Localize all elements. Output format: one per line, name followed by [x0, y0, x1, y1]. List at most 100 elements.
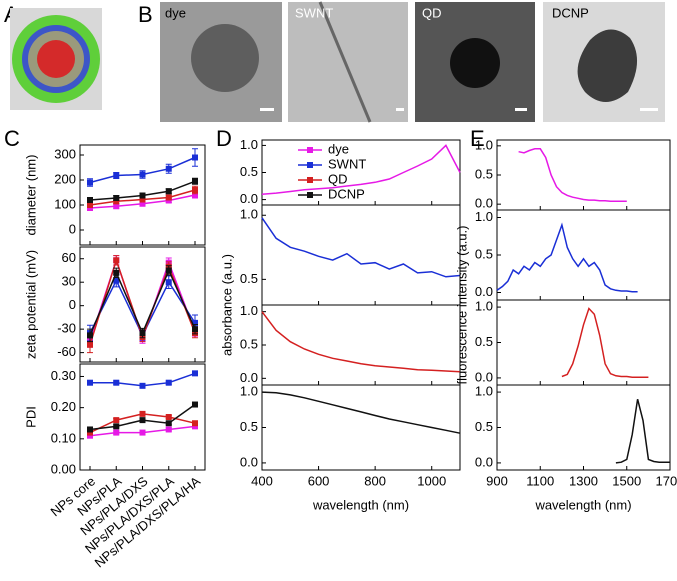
data-point [165, 420, 172, 427]
y-tick-label: 1.0 [240, 137, 258, 152]
sphere-render [10, 8, 102, 110]
data-point [139, 429, 146, 436]
x-tick-label: 1100 [526, 473, 554, 488]
data-point [139, 330, 146, 337]
data-point [87, 429, 93, 436]
y-tick-label: 0.0 [240, 454, 258, 469]
panel-label: E [470, 126, 485, 151]
y-axis-label: PDI [23, 406, 38, 428]
data-point [165, 267, 172, 274]
data-point [192, 326, 198, 333]
series-line [261, 391, 461, 434]
y-tick-label: 0.0 [240, 191, 258, 206]
y-tick-label: 1.0 [475, 299, 493, 314]
data-point [139, 192, 146, 199]
panel-label: D [216, 126, 232, 151]
y-tick-label: 0 [69, 297, 76, 312]
y-tick-label: 0.5 [240, 419, 258, 434]
x-tick-label: 1700 [656, 473, 677, 488]
plot-frame [79, 246, 206, 363]
y-tick-label: 1.0 [240, 384, 258, 399]
y-tick-label: 100 [54, 196, 76, 211]
y-axis-label: zeta potential (mV) [23, 250, 38, 359]
data-point [139, 200, 146, 207]
image-label: SWNT [295, 5, 333, 20]
data-point [192, 154, 198, 161]
data-point [87, 179, 93, 186]
y-tick-label: 0.5 [240, 271, 258, 286]
y-tick-label: 1.0 [240, 303, 258, 318]
data-point [165, 279, 172, 286]
data-point [192, 319, 198, 326]
tem-image [543, 2, 665, 122]
y-tick-label: 30 [62, 274, 76, 289]
legend-label: SWNT [328, 156, 366, 171]
legend-label: DCNP [328, 186, 365, 201]
y-tick-label: 0.5 [475, 419, 493, 434]
x-tick-label: 1500 [612, 473, 641, 488]
y-tick-label: 0.10 [51, 430, 76, 445]
data-point [192, 420, 198, 427]
series-line [261, 144, 461, 195]
data-point [113, 423, 120, 430]
legend-label: dye [328, 141, 349, 156]
y-tick-label: 0.30 [51, 368, 76, 383]
x-tick-label: 1000 [417, 473, 446, 488]
data-point [113, 417, 120, 424]
data-point [87, 341, 93, 348]
y-tick-label: 200 [54, 171, 76, 186]
data-point [165, 426, 172, 433]
data-point [87, 197, 93, 203]
image-label: dye [165, 5, 186, 20]
y-tick-label: 0.0 [240, 370, 258, 385]
y-axis-label: diameter (nm) [23, 155, 38, 236]
tem-image [415, 2, 535, 122]
x-tick-label: 800 [364, 473, 386, 488]
data-point [165, 188, 172, 195]
data-point [113, 172, 120, 179]
data-point [113, 429, 120, 436]
y-tick-label: 1.0 [475, 384, 493, 399]
tem-image [288, 1, 408, 123]
y-tick-label: 0.20 [51, 399, 76, 414]
data-point [192, 187, 198, 193]
data-point [192, 401, 198, 408]
plot-frame [496, 209, 671, 301]
y-tick-label: 0.5 [475, 334, 493, 349]
data-point [113, 277, 120, 284]
data-point [192, 370, 198, 377]
data-point [113, 269, 120, 276]
y-tick-label: 0.0 [475, 284, 493, 299]
y-tick-label: 1.0 [475, 137, 493, 152]
y-tick-label: -30 [57, 321, 76, 336]
panel-label: B [138, 2, 153, 27]
y-tick-label: 0.5 [475, 166, 493, 181]
legend-label: QD [328, 171, 348, 186]
y-tick-label: 0.5 [240, 336, 258, 351]
data-point [139, 410, 146, 417]
x-axis-label: wavelength (nm) [312, 497, 409, 512]
data-point [139, 171, 146, 178]
series-line [261, 311, 461, 373]
data-point [87, 202, 93, 208]
data-point [165, 379, 172, 386]
y-tick-label: 1.0 [475, 209, 493, 224]
y-tick-label: 0.0 [475, 454, 493, 469]
image-label: QD [422, 5, 442, 20]
series-line [496, 222, 638, 293]
y-axis-label: absorbance (a.u.) [219, 254, 234, 356]
plot-frame [261, 204, 461, 306]
x-axis-label: wavelength (nm) [534, 497, 631, 512]
data-point [165, 165, 172, 172]
data-point [113, 198, 120, 205]
y-tick-label: 60 [62, 250, 76, 265]
series-line [615, 399, 670, 464]
panel-label: C [4, 126, 20, 151]
y-tick-label: 0.0 [475, 369, 493, 384]
y-tick-label: -60 [57, 344, 76, 359]
x-tick-label: 600 [308, 473, 330, 488]
data-point [192, 178, 198, 185]
legend-swatch [307, 177, 313, 183]
data-point [87, 332, 93, 339]
